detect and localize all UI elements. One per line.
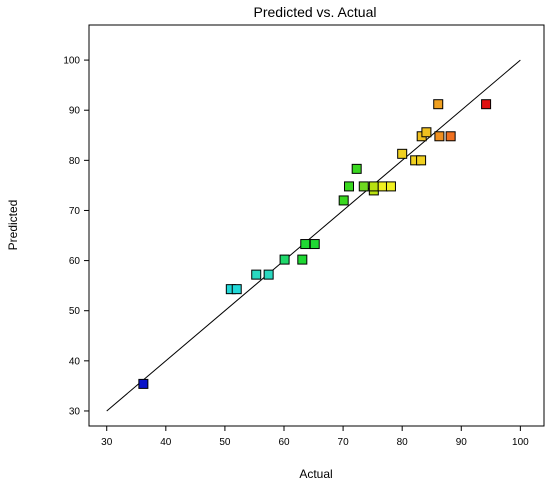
- y-tick-label: 70: [69, 206, 81, 217]
- x-axis-label: Actual: [299, 467, 332, 481]
- data-point: [434, 131, 445, 142]
- data-point: [368, 181, 379, 192]
- data-point: [138, 378, 149, 389]
- x-tick-label: 70: [338, 437, 350, 448]
- data-point: [421, 127, 432, 138]
- x-tick-label: 100: [512, 437, 529, 448]
- data-point: [300, 239, 311, 250]
- data-point: [481, 99, 492, 110]
- data-point: [297, 254, 308, 265]
- y-tick-label: 100: [63, 56, 80, 67]
- axis-ticks: 30 40 50 60 70 80 90 100 30 40 50 60 70 80 90 100: [63, 56, 529, 448]
- chart-title: Predicted vs. Actual: [254, 4, 377, 20]
- x-tick-label: 40: [160, 437, 172, 448]
- x-tick-label: 30: [101, 437, 113, 448]
- y-axis-label: Predicted: [6, 200, 20, 251]
- data-point: [351, 163, 362, 174]
- data-point: [397, 148, 408, 159]
- data-point: [445, 131, 456, 142]
- data-point: [433, 99, 444, 110]
- data-point: [251, 269, 262, 280]
- x-tick-label: 60: [278, 437, 290, 448]
- data-point: [309, 239, 320, 250]
- y-tick-label: 90: [69, 106, 81, 117]
- x-tick-label: 80: [397, 437, 409, 448]
- data-point: [416, 155, 427, 166]
- data-point: [377, 181, 388, 192]
- data-point: [385, 181, 396, 192]
- data-point: [263, 269, 274, 280]
- data-point: [279, 254, 290, 265]
- y-tick-label: 50: [69, 306, 81, 317]
- plot-area: [88, 24, 545, 427]
- y-tick-label: 60: [69, 256, 81, 267]
- data-point: [231, 284, 242, 295]
- y-tick-label: 30: [69, 406, 81, 417]
- data-point: [344, 181, 354, 192]
- y-tick-label: 40: [69, 356, 81, 367]
- y-tick-label: 80: [69, 156, 81, 167]
- data-points: [138, 99, 492, 389]
- data-point: [358, 181, 369, 192]
- reference-line: [106, 59, 521, 412]
- x-tick-label: 50: [219, 437, 231, 448]
- x-tick-label: 90: [456, 437, 468, 448]
- data-point: [338, 195, 349, 206]
